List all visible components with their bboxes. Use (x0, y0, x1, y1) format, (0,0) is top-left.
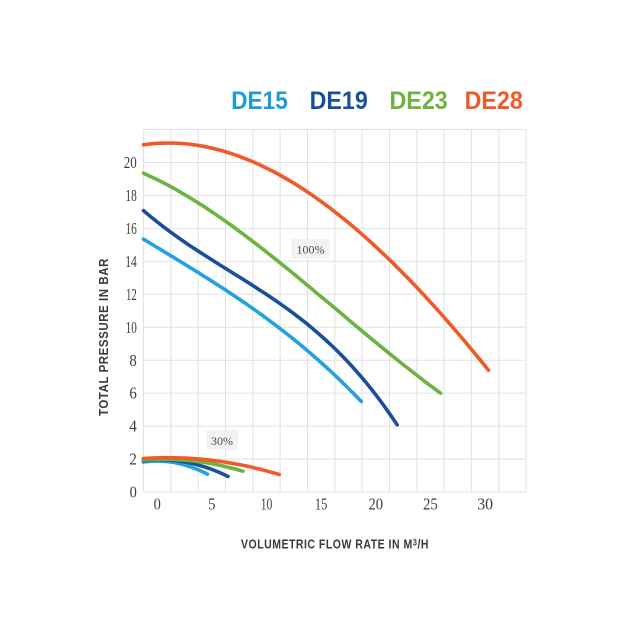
svg-text:5: 5 (208, 495, 215, 514)
svg-text:30%: 30% (211, 434, 233, 448)
svg-text:6: 6 (129, 384, 136, 403)
svg-text:4: 4 (129, 417, 137, 436)
svg-text:2: 2 (129, 450, 136, 469)
svg-text:DE23: DE23 (390, 88, 448, 115)
svg-text:100%: 100% (297, 243, 325, 257)
svg-text:0: 0 (154, 495, 161, 514)
svg-text:DE15: DE15 (231, 88, 288, 115)
svg-text:DE19: DE19 (310, 88, 368, 115)
svg-text:TOTAL PRESSURE IN BAR: TOTAL PRESSURE IN BAR (97, 258, 111, 416)
svg-text:18: 18 (125, 186, 136, 205)
svg-text:10: 10 (261, 495, 273, 514)
svg-text:20: 20 (369, 495, 384, 514)
svg-text:20: 20 (124, 153, 137, 172)
svg-text:15: 15 (315, 495, 327, 514)
svg-text:8: 8 (129, 351, 136, 370)
svg-text:16: 16 (125, 219, 136, 238)
svg-text:VOLUMETRIC FLOW RATE IN M3/H: VOLUMETRIC FLOW RATE IN M3/H (241, 538, 429, 552)
svg-text:12: 12 (126, 285, 137, 304)
svg-text:DE28: DE28 (465, 88, 523, 115)
svg-text:0: 0 (130, 483, 137, 502)
svg-text:14: 14 (125, 252, 137, 271)
svg-text:30: 30 (477, 495, 493, 514)
svg-text:10: 10 (126, 318, 137, 337)
svg-text:25: 25 (423, 495, 438, 514)
